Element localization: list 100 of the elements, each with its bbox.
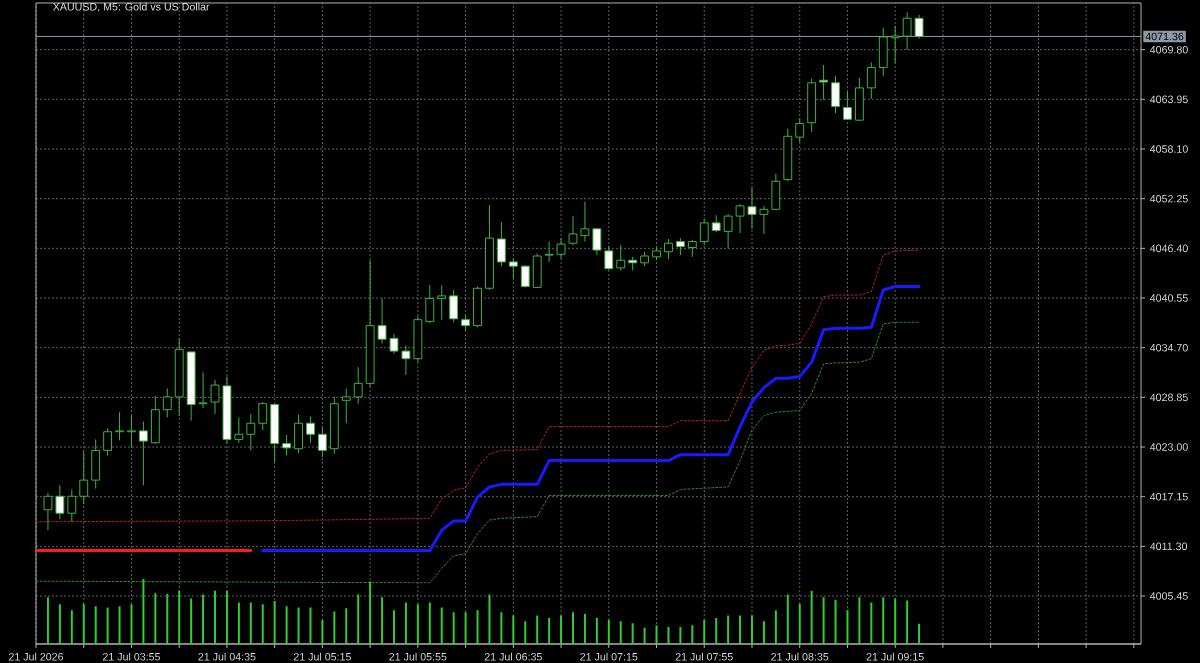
- y-tick-label: 4046.40: [1149, 244, 1188, 253]
- y-tick-label: 4063.95: [1149, 95, 1188, 104]
- candlestick: [437, 284, 447, 321]
- candlestick: [43, 492, 53, 531]
- bar: [750, 615, 753, 644]
- candlestick: [759, 205, 769, 235]
- bar: [249, 602, 252, 644]
- bar: [667, 627, 670, 644]
- candlestick: [580, 201, 590, 243]
- ref-line-label: 4071.36: [1145, 32, 1184, 41]
- candlestick: [258, 401, 268, 431]
- candlestick: [890, 25, 900, 64]
- bar: [46, 597, 49, 644]
- bar: [94, 606, 97, 644]
- bar: [548, 617, 551, 644]
- x-tick-label: 21 Jul 04:35: [198, 652, 256, 661]
- y-tick-label: 4023.00: [1149, 443, 1188, 451]
- bar: [261, 604, 264, 644]
- bar: [679, 627, 682, 644]
- candlestick: [819, 64, 829, 101]
- line-series: [261, 285, 921, 553]
- bar: [237, 602, 240, 644]
- bar: [774, 610, 777, 644]
- bar: [118, 606, 121, 644]
- bar: [727, 615, 730, 644]
- bar: [918, 623, 921, 644]
- candlestick: [401, 344, 411, 376]
- x-tick-label: 21 Jul 07:15: [580, 652, 638, 661]
- bar: [500, 612, 503, 644]
- bar: [309, 607, 312, 644]
- bar: [178, 590, 181, 644]
- bar: [225, 590, 228, 644]
- y-tick-label: 4069.80: [1149, 45, 1188, 54]
- bar: [536, 615, 539, 644]
- candlestick: [747, 186, 757, 230]
- candlestick: [723, 213, 733, 249]
- candlestick: [556, 237, 566, 260]
- bar: [655, 625, 658, 644]
- x-tick-label: 21 Jul 05:15: [293, 652, 351, 661]
- candlestick: [508, 258, 518, 280]
- bar: [106, 607, 109, 644]
- bar: [810, 590, 813, 644]
- candlestick: [306, 415, 315, 444]
- bar: [285, 606, 288, 644]
- candlestick: [115, 411, 124, 441]
- candlestick: [425, 284, 435, 324]
- candlestick: [831, 75, 840, 114]
- bar: [381, 597, 384, 644]
- candlestick: [449, 289, 459, 323]
- candlestick: [246, 413, 256, 451]
- bar: [583, 614, 586, 644]
- bar: [142, 578, 145, 644]
- bar: [560, 615, 563, 644]
- bar: [464, 612, 467, 644]
- bar: [631, 623, 634, 644]
- bar: [58, 604, 61, 644]
- bar: [870, 602, 873, 644]
- candlestick: [234, 416, 244, 444]
- candlestick: [592, 227, 602, 256]
- y-tick-label: 4040.55: [1149, 294, 1188, 302]
- bar: [70, 610, 73, 644]
- bar: [416, 604, 419, 644]
- bar: [404, 602, 407, 644]
- bar: [476, 610, 479, 644]
- bar: [786, 594, 789, 644]
- candlestick: [795, 117, 805, 143]
- candlestick: [604, 245, 614, 271]
- bar: [882, 597, 885, 644]
- candlestick: [843, 90, 852, 121]
- y-tick-label: 4005.45: [1149, 592, 1188, 600]
- bar: [846, 610, 849, 644]
- bar: [512, 615, 515, 644]
- candlestick: [664, 238, 673, 260]
- bar: [214, 590, 217, 644]
- candlestick: [138, 421, 148, 486]
- candlestick: [198, 371, 208, 409]
- y-tick-label: 4052.25: [1149, 194, 1188, 203]
- x-tick-label: 21 Jul 09:15: [866, 652, 924, 661]
- candlestick: [866, 61, 876, 100]
- candlestick: [127, 414, 136, 448]
- bar: [619, 621, 622, 644]
- x-tick-label: 21 Jul 05:55: [389, 652, 447, 661]
- line-series: [36, 321, 920, 584]
- candlestick: [55, 484, 65, 520]
- y-tick-label: 4034.70: [1149, 343, 1188, 352]
- candlestick: [616, 244, 626, 271]
- bar: [166, 593, 169, 644]
- candlestick: [699, 218, 709, 246]
- bar: [906, 600, 909, 644]
- candlestick: [210, 379, 220, 415]
- candlestick: [353, 366, 363, 405]
- y-tick-label: 4011.30: [1149, 542, 1188, 551]
- candlestick: [103, 427, 113, 457]
- bar: [595, 617, 598, 644]
- bar: [762, 621, 765, 644]
- bar: [130, 604, 133, 644]
- bar: [82, 603, 85, 644]
- bar: [345, 608, 348, 644]
- candlestick: [735, 203, 745, 234]
- y-tick-label: 4017.15: [1149, 492, 1188, 501]
